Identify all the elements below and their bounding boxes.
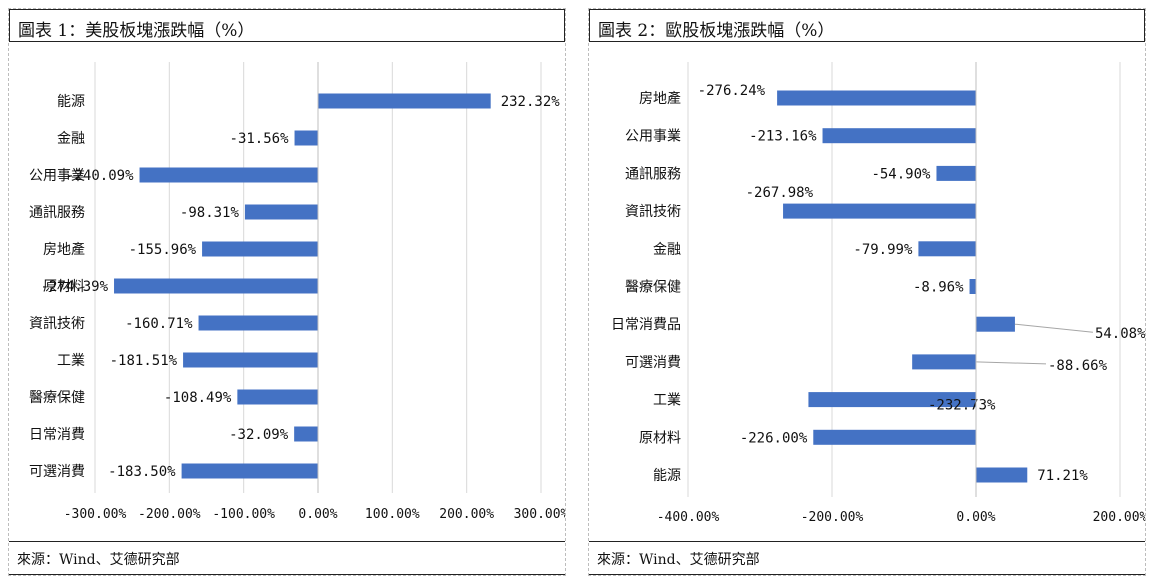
bar <box>294 426 318 442</box>
data-label: -226.00% <box>740 430 808 446</box>
x-tick-label: -300.00% <box>64 507 127 522</box>
bar <box>813 429 976 445</box>
chart-title-box: 圖表 1：美股板塊漲跌幅（%） <box>9 9 565 42</box>
bar <box>969 279 976 294</box>
data-label: -88.66% <box>1048 358 1108 374</box>
bar <box>114 278 318 294</box>
source-note: 來源：Wind、艾德研究部 <box>597 552 760 568</box>
bar <box>808 392 976 408</box>
chart-panel-us: 圖表 1：美股板塊漲跌幅（%） -300.00% -200.00% -100.00%… <box>8 8 566 576</box>
leader-line <box>1014 323 1093 333</box>
category-label: 公用事業 <box>29 168 85 184</box>
data-label: -181.51% <box>110 353 178 369</box>
chart-title: 圖表 2：歐股板塊漲跌幅（%） <box>598 21 835 41</box>
data-label: -276.24% <box>698 83 766 99</box>
category-label: 可選消費 <box>29 464 85 480</box>
category-label: 日常消費 <box>29 427 85 443</box>
eu-sector-bar-chart: -400.00% -200.00% 0.00% 200.00% 房地產 -276.24% 公… <box>611 62 1145 525</box>
data-label: -240.09% <box>66 168 134 184</box>
data-label: -79.99% <box>853 242 913 258</box>
chart-panel-eu: 圖表 2：歐股板塊漲跌幅（%） -400.00% -200.00% 0.00% 200… <box>588 8 1146 576</box>
bar <box>294 130 318 146</box>
bar <box>198 315 318 331</box>
category-label: 可選消費 <box>625 355 681 371</box>
category-label: 資訊技術 <box>29 316 85 332</box>
data-label: -160.71% <box>125 316 193 332</box>
category-label: 金融 <box>653 242 681 258</box>
data-label: -108.49% <box>164 390 232 406</box>
bar <box>822 128 976 144</box>
category-label: 原材料 <box>43 279 85 295</box>
x-tick-label: 300.00% <box>514 507 565 522</box>
bar <box>976 467 1028 483</box>
x-tick-label: 0.00% <box>298 507 337 522</box>
bar <box>912 354 976 370</box>
data-label: -155.96% <box>129 242 197 258</box>
data-label: 71.21% <box>1037 468 1088 484</box>
category-label: 工業 <box>653 393 681 409</box>
data-label: -274.39% <box>41 279 109 295</box>
category-label: 通訊服務 <box>625 166 681 182</box>
category-label: 公用事業 <box>625 129 681 145</box>
source-box: 來源：Wind、艾德研究部 <box>9 541 565 575</box>
category-label: 能源 <box>57 94 85 110</box>
source-box: 來源：Wind、艾德研究部 <box>589 541 1145 575</box>
bar <box>183 352 318 368</box>
bar <box>139 167 318 183</box>
category-label: 醫療保健 <box>625 279 681 296</box>
x-tick-label: -400.00% <box>657 510 720 525</box>
bar <box>202 241 318 257</box>
bar <box>318 93 491 109</box>
category-label: 工業 <box>57 353 85 369</box>
data-label: -54.90% <box>871 166 931 182</box>
x-tick-label: 0.00% <box>956 510 995 525</box>
chart-title: 圖表 1：美股板塊漲跌幅（%） <box>18 21 255 41</box>
bar <box>936 165 976 181</box>
category-label: 日常消費品 <box>611 317 681 333</box>
data-label: -183.50% <box>108 464 176 480</box>
source-note: 來源：Wind、艾德研究部 <box>17 552 180 568</box>
data-label: 232.32% <box>501 94 561 110</box>
category-label: 資訊技術 <box>625 204 681 220</box>
data-label: 54.08% <box>1095 326 1145 342</box>
bar <box>181 463 318 479</box>
category-label: 通訊服務 <box>29 205 85 221</box>
bar <box>244 204 318 220</box>
x-tick-label: -100.00% <box>212 507 275 522</box>
bar <box>777 90 976 106</box>
x-tick-label: 100.00% <box>365 507 420 522</box>
category-label: 原材料 <box>639 430 681 446</box>
data-label: -213.16% <box>749 129 817 145</box>
x-tick-label: 200.00% <box>1093 510 1145 525</box>
category-label: 房地產 <box>639 90 681 107</box>
x-tick-label: -200.00% <box>138 507 201 522</box>
data-label: -31.56% <box>230 131 290 147</box>
us-sector-bar-chart: -300.00% -200.00% -100.00% 0.00% 100.00% 200.… <box>29 62 565 522</box>
data-label: -232.73% <box>928 398 996 414</box>
x-tick-label: 200.00% <box>439 507 494 522</box>
category-label: 能源 <box>653 468 681 484</box>
bar <box>976 316 1015 332</box>
bar <box>918 241 976 257</box>
data-label: -267.98% <box>746 185 814 201</box>
data-label: -8.96% <box>913 280 964 296</box>
x-tick-label: -200.00% <box>801 510 864 525</box>
category-label: 醫療保健 <box>29 389 85 406</box>
data-label: -98.31% <box>180 205 240 221</box>
bar <box>237 389 318 405</box>
category-label: 房地產 <box>43 241 85 258</box>
data-label: -32.09% <box>229 427 289 443</box>
category-label: 金融 <box>57 131 85 147</box>
leader-line <box>975 361 1047 365</box>
bar <box>783 203 976 219</box>
chart-title-box: 圖表 2：歐股板塊漲跌幅（%） <box>589 9 1145 42</box>
